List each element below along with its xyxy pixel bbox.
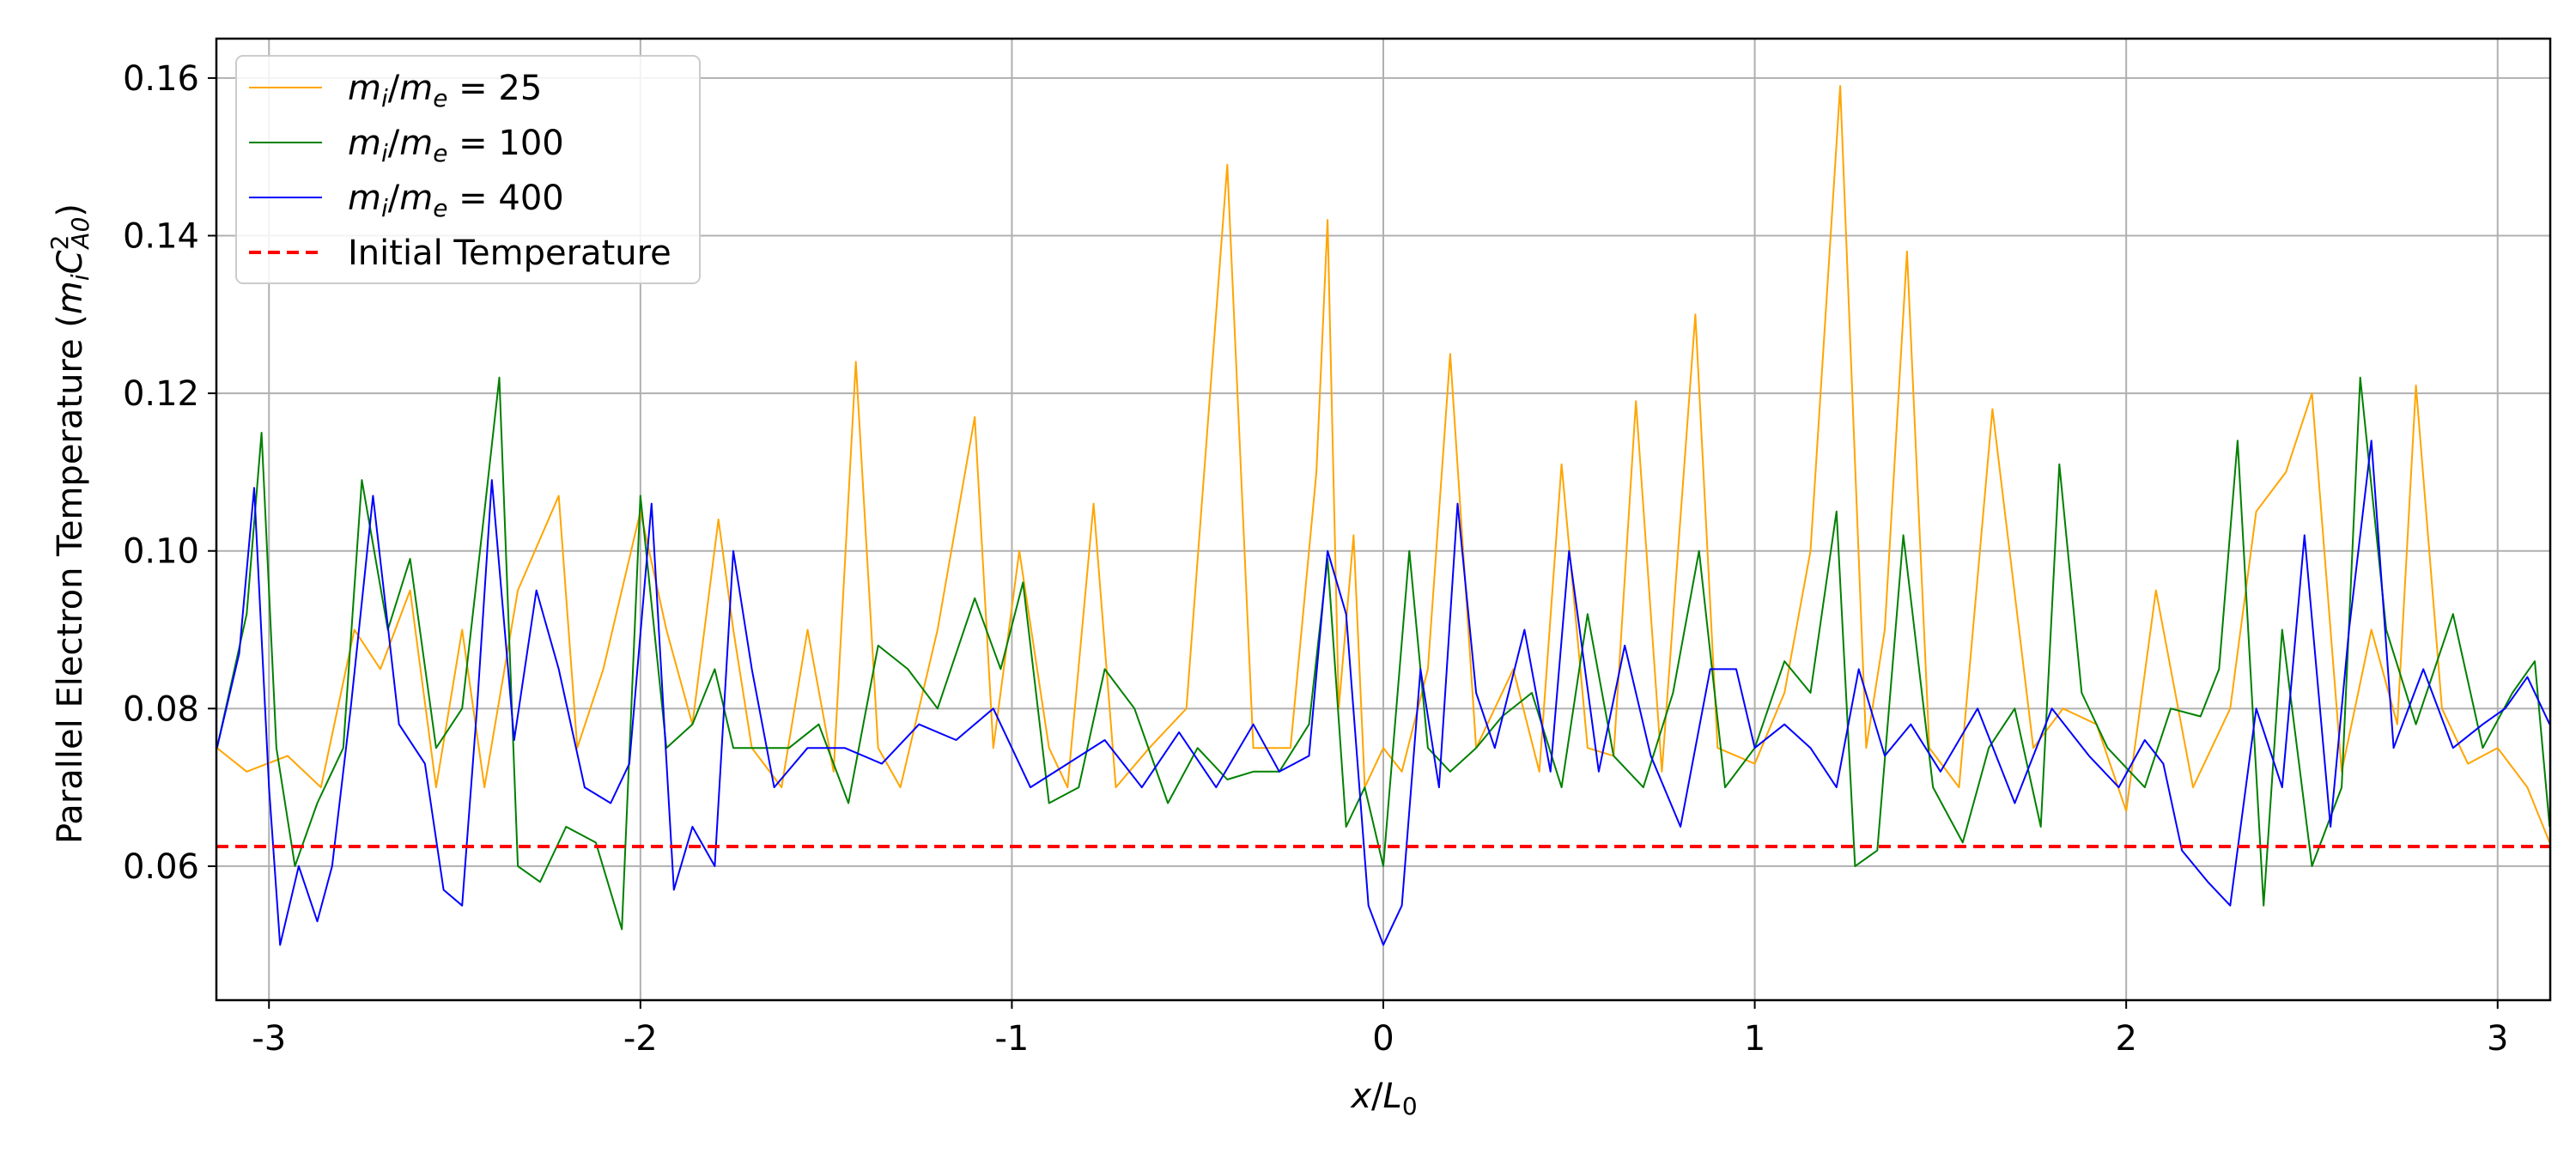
series-layer: [216, 85, 2551, 946]
x-tick-label: 3: [2487, 1019, 2508, 1059]
y-tick-label: 0.14: [123, 217, 199, 257]
y-tick-label: 0.08: [123, 689, 199, 729]
series-line-2: [216, 440, 2551, 946]
y-axis-ticks: 0.06 0.08 0.10 0.12 0.14 0.16: [123, 59, 216, 887]
x-tick-label: -3: [252, 1019, 286, 1059]
x-axis-ticks: -3 -2 -1 0 1 2 3: [252, 1000, 2508, 1059]
legend-label-mass400: mi/me = 400: [348, 179, 564, 222]
legend-box: [235, 55, 701, 284]
x-tick-label: -1: [994, 1019, 1029, 1059]
series-line-1: [216, 376, 2551, 931]
x-tick-label: 1: [1744, 1019, 1765, 1059]
legend-label-mass100: mi/me = 100: [348, 124, 564, 167]
y-axis-label: Parallel Electron Temperature (miC2A0): [46, 203, 94, 844]
y-tick-label: 0.10: [123, 532, 199, 572]
x-tick-label: 2: [2115, 1019, 2136, 1059]
y-tick-label: 0.16: [123, 59, 199, 99]
legend-label-mass25: mi/me = 25: [348, 69, 542, 112]
legend: mi/me = 25 mi/me = 100 mi/me = 400 Initi…: [235, 55, 701, 284]
y-tick-label: 0.12: [123, 374, 199, 414]
x-axis-label: x/L0: [1349, 1077, 1417, 1120]
y-tick-label: 0.06: [123, 847, 199, 887]
legend-label-initial: Initial Temperature: [348, 234, 671, 273]
x-tick-label: -2: [623, 1019, 658, 1059]
x-tick-label: 0: [1372, 1019, 1394, 1059]
